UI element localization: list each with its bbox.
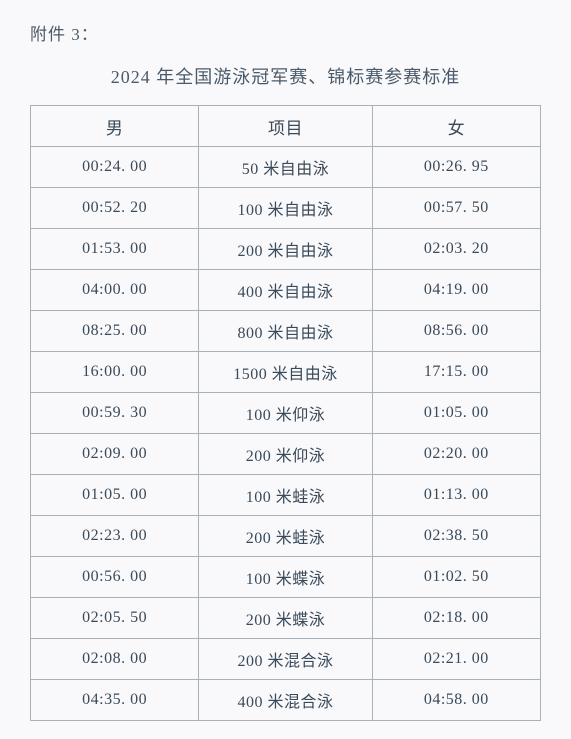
cell-event: 50 米自由泳: [199, 147, 372, 188]
table-row: 01:05. 00100 米蛙泳01:13. 00: [31, 475, 541, 516]
cell-men-time: 01:53. 00: [31, 229, 199, 270]
cell-event: 200 米蝶泳: [199, 598, 372, 639]
cell-women-time: 04:58. 00: [372, 680, 540, 721]
cell-event: 100 米自由泳: [199, 188, 372, 229]
cell-men-time: 02:05. 50: [31, 598, 199, 639]
cell-men-time: 00:52. 20: [31, 188, 199, 229]
table-row: 04:35. 00400 米混合泳04:58. 00: [31, 680, 541, 721]
cell-men-time: 04:00. 00: [31, 270, 199, 311]
cell-event: 200 米蛙泳: [199, 516, 372, 557]
header-women: 女: [372, 106, 540, 147]
cell-men-time: 00:24. 00: [31, 147, 199, 188]
attachment-label: 附件 3：: [30, 20, 541, 45]
table-row: 04:00. 00400 米自由泳04:19. 00: [31, 270, 541, 311]
cell-men-time: 02:23. 00: [31, 516, 199, 557]
cell-women-time: 00:26. 95: [372, 147, 540, 188]
cell-women-time: 17:15. 00: [372, 352, 540, 393]
cell-event: 100 米蛙泳: [199, 475, 372, 516]
cell-women-time: 04:19. 00: [372, 270, 540, 311]
cell-men-time: 02:09. 00: [31, 434, 199, 475]
cell-men-time: 01:05. 00: [31, 475, 199, 516]
cell-event: 100 米仰泳: [199, 393, 372, 434]
cell-event: 400 米自由泳: [199, 270, 372, 311]
cell-women-time: 00:57. 50: [372, 188, 540, 229]
cell-women-time: 01:13. 00: [372, 475, 540, 516]
table-row: 02:23. 00200 米蛙泳02:38. 50: [31, 516, 541, 557]
cell-women-time: 02:38. 50: [372, 516, 540, 557]
cell-men-time: 00:59. 30: [31, 393, 199, 434]
table-row: 08:25. 00800 米自由泳08:56. 00: [31, 311, 541, 352]
cell-event: 200 米自由泳: [199, 229, 372, 270]
header-event: 项目: [199, 106, 372, 147]
table-header-row: 男 项目 女: [31, 106, 541, 147]
cell-men-time: 16:00. 00: [31, 352, 199, 393]
cell-women-time: 08:56. 00: [372, 311, 540, 352]
table-row: 02:08. 00200 米混合泳02:21. 00: [31, 639, 541, 680]
cell-women-time: 02:03. 20: [372, 229, 540, 270]
cell-event: 200 米混合泳: [199, 639, 372, 680]
cell-event: 800 米自由泳: [199, 311, 372, 352]
cell-event: 1500 米自由泳: [199, 352, 372, 393]
header-men: 男: [31, 106, 199, 147]
page-title: 2024 年全国游泳冠军赛、锦标赛参赛标准: [30, 63, 541, 89]
table-row: 00:52. 20100 米自由泳00:57. 50: [31, 188, 541, 229]
cell-event: 400 米混合泳: [199, 680, 372, 721]
cell-men-time: 08:25. 00: [31, 311, 199, 352]
cell-event: 200 米仰泳: [199, 434, 372, 475]
standards-table: 男 项目 女 00:24. 0050 米自由泳00:26. 9500:52. 2…: [30, 105, 541, 721]
cell-men-time: 00:56. 00: [31, 557, 199, 598]
cell-women-time: 02:20. 00: [372, 434, 540, 475]
cell-women-time: 01:02. 50: [372, 557, 540, 598]
table-row: 16:00. 001500 米自由泳17:15. 00: [31, 352, 541, 393]
cell-men-time: 02:08. 00: [31, 639, 199, 680]
table-row: 02:05. 50200 米蝶泳02:18. 00: [31, 598, 541, 639]
table-row: 00:56. 00100 米蝶泳01:02. 50: [31, 557, 541, 598]
table-row: 01:53. 00200 米自由泳02:03. 20: [31, 229, 541, 270]
cell-men-time: 04:35. 00: [31, 680, 199, 721]
cell-event: 100 米蝶泳: [199, 557, 372, 598]
table-row: 02:09. 00200 米仰泳02:20. 00: [31, 434, 541, 475]
cell-women-time: 02:21. 00: [372, 639, 540, 680]
table-row: 00:59. 30100 米仰泳01:05. 00: [31, 393, 541, 434]
cell-women-time: 01:05. 00: [372, 393, 540, 434]
cell-women-time: 02:18. 00: [372, 598, 540, 639]
table-row: 00:24. 0050 米自由泳00:26. 95: [31, 147, 541, 188]
